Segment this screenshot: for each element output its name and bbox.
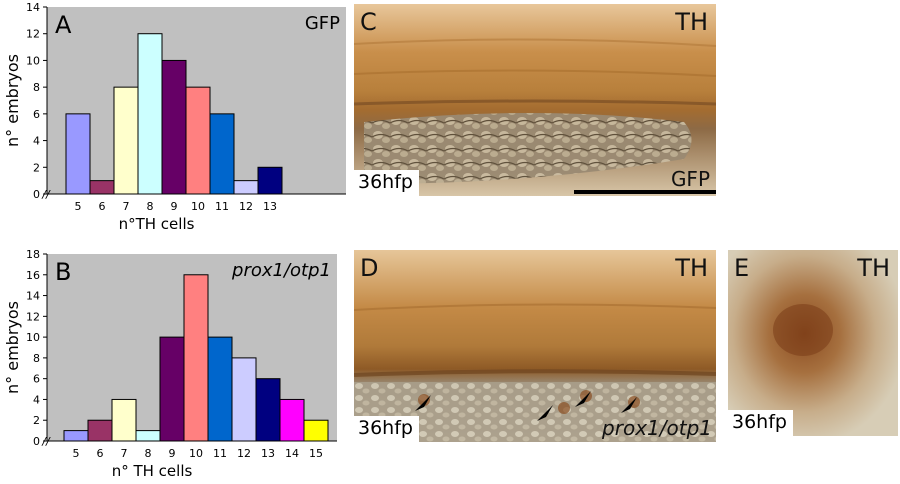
arrowhead-icon: [537, 405, 553, 421]
x-axis-label: n°TH cells: [119, 215, 195, 233]
y-tick-label: 10: [26, 331, 40, 344]
x-tick-label: 12: [239, 200, 253, 213]
bar-10: [185, 86, 211, 195]
bar-5: [63, 430, 89, 442]
x-tick-label: 15: [309, 447, 323, 460]
y-tick-label: 4: [33, 393, 40, 406]
y-tick-label: 0: [33, 188, 40, 201]
y-tick-label: 4: [33, 135, 40, 148]
y-tick-label: 12: [26, 28, 40, 41]
panel-letter-d: D: [360, 254, 379, 282]
condition-label: prox1/otp1: [231, 260, 331, 281]
bar-9: [159, 336, 185, 442]
bar-8: [135, 430, 161, 442]
arrowhead-icon: [415, 395, 431, 411]
bar-7: [111, 398, 137, 442]
embryo-micrograph-c: [354, 4, 716, 196]
photo-panel-c: C TH 36hfp GFP: [354, 4, 716, 196]
x-tick-label: 6: [97, 447, 104, 460]
stain-label-d: TH: [675, 254, 708, 282]
bar-12: [233, 180, 259, 195]
y-tick-label: 8: [33, 352, 40, 365]
stage-label-c: 36hfp: [354, 170, 419, 196]
condition-label-c: GFP: [670, 167, 710, 191]
x-tick-label: 7: [121, 447, 128, 460]
bar-15: [303, 419, 329, 442]
x-tick-label: 5: [73, 447, 80, 460]
bar-12: [231, 357, 257, 442]
axis-break-mark: //: [41, 435, 51, 448]
x-tick-label: 12: [237, 447, 251, 460]
cell-closeup-micrograph-e: [728, 250, 898, 436]
y-tick-label: 14: [26, 290, 40, 303]
y-tick-label: 8: [33, 81, 40, 94]
panel-letter-b: B: [55, 258, 71, 286]
y-axis-label: n° embryos: [3, 301, 22, 394]
y-tick-label: 14: [26, 1, 40, 14]
bar-14: [279, 398, 305, 442]
x-tick-label: 7: [123, 200, 130, 213]
panel-letter-e: E: [734, 254, 750, 282]
x-tick-label: 11: [213, 447, 227, 460]
bar-10: [183, 274, 209, 442]
stage-label-d: 36hfp: [354, 416, 419, 442]
condition-label-d: prox1/otp1: [602, 416, 712, 440]
photo-panel-e: E TH 36hfp: [728, 250, 898, 436]
arrowhead-icon: [575, 391, 591, 407]
arrowhead-icon: [621, 397, 637, 413]
bar-11: [207, 336, 233, 442]
bar-6: [87, 419, 113, 442]
bar-7: [113, 86, 139, 195]
y-tick-label: 6: [33, 373, 40, 386]
y-tick-label: 2: [33, 414, 40, 427]
x-tick-label: 11: [215, 200, 229, 213]
x-tick-label: 13: [263, 200, 277, 213]
x-tick-label: 9: [171, 200, 178, 213]
x-tick-label: 14: [285, 447, 299, 460]
panel-letter-a: A: [55, 11, 72, 39]
y-tick-label: 6: [33, 108, 40, 121]
bar-9: [161, 59, 187, 195]
condition-label: GFP: [305, 13, 340, 34]
chart-a: 0 2 4 6 8 10 12 14 5 6 7 8 9 10 11 12 13 // n°TH cells n° e…: [0, 0, 350, 240]
axis-break-mark: //: [41, 188, 51, 201]
y-tick-label: 2: [33, 161, 40, 174]
y-tick-label: 10: [26, 54, 40, 67]
y-tick-label: 18: [26, 248, 40, 261]
chart-a-svg: 0 2 4 6 8 10 12 14 5 6 7 8 9 10 11 12 13 // n°TH cells n° e…: [3, 1, 346, 233]
x-tick-label: 8: [145, 447, 152, 460]
y-tick-label: 16: [26, 269, 40, 282]
x-tick-label: 9: [169, 447, 176, 460]
bar-13: [255, 378, 281, 442]
bar-5: [65, 113, 91, 195]
x-axis-label: n° TH cells: [112, 462, 193, 480]
x-tick-label: 10: [191, 200, 205, 213]
x-tick-label: 5: [75, 200, 82, 213]
bar-6: [89, 180, 115, 195]
bar-11: [209, 113, 235, 195]
panel-letter-c: C: [360, 8, 377, 36]
y-axis-label: n° embryos: [3, 54, 22, 147]
chart-b: 0 2 4 6 8 10 12 14 16 18 5 6 7 8 9 10 11 12 13 14 15 // n° TH …: [0, 246, 350, 484]
scale-bar: [574, 190, 716, 194]
x-tick-label: 13: [261, 447, 275, 460]
x-tick-label: 10: [189, 447, 203, 460]
y-tick-label: 0: [33, 435, 40, 448]
photo-panel-d: D TH 36hfp prox1/otp1: [354, 250, 716, 442]
x-tick-label: 8: [147, 200, 154, 213]
bar-13: [257, 166, 283, 195]
embryo-micrograph-d: [354, 250, 716, 442]
stain-label-e: TH: [857, 254, 890, 282]
chart-b-svg: 0 2 4 6 8 10 12 14 16 18 5 6 7 8 9 10 11 12 13 14 15 // n° TH …: [3, 248, 337, 480]
bar-8: [137, 33, 163, 195]
y-tick-label: 12: [26, 310, 40, 323]
x-tick-label: 6: [99, 200, 106, 213]
stain-label-c: TH: [675, 8, 708, 36]
stage-label-e: 36hfp: [728, 410, 793, 436]
